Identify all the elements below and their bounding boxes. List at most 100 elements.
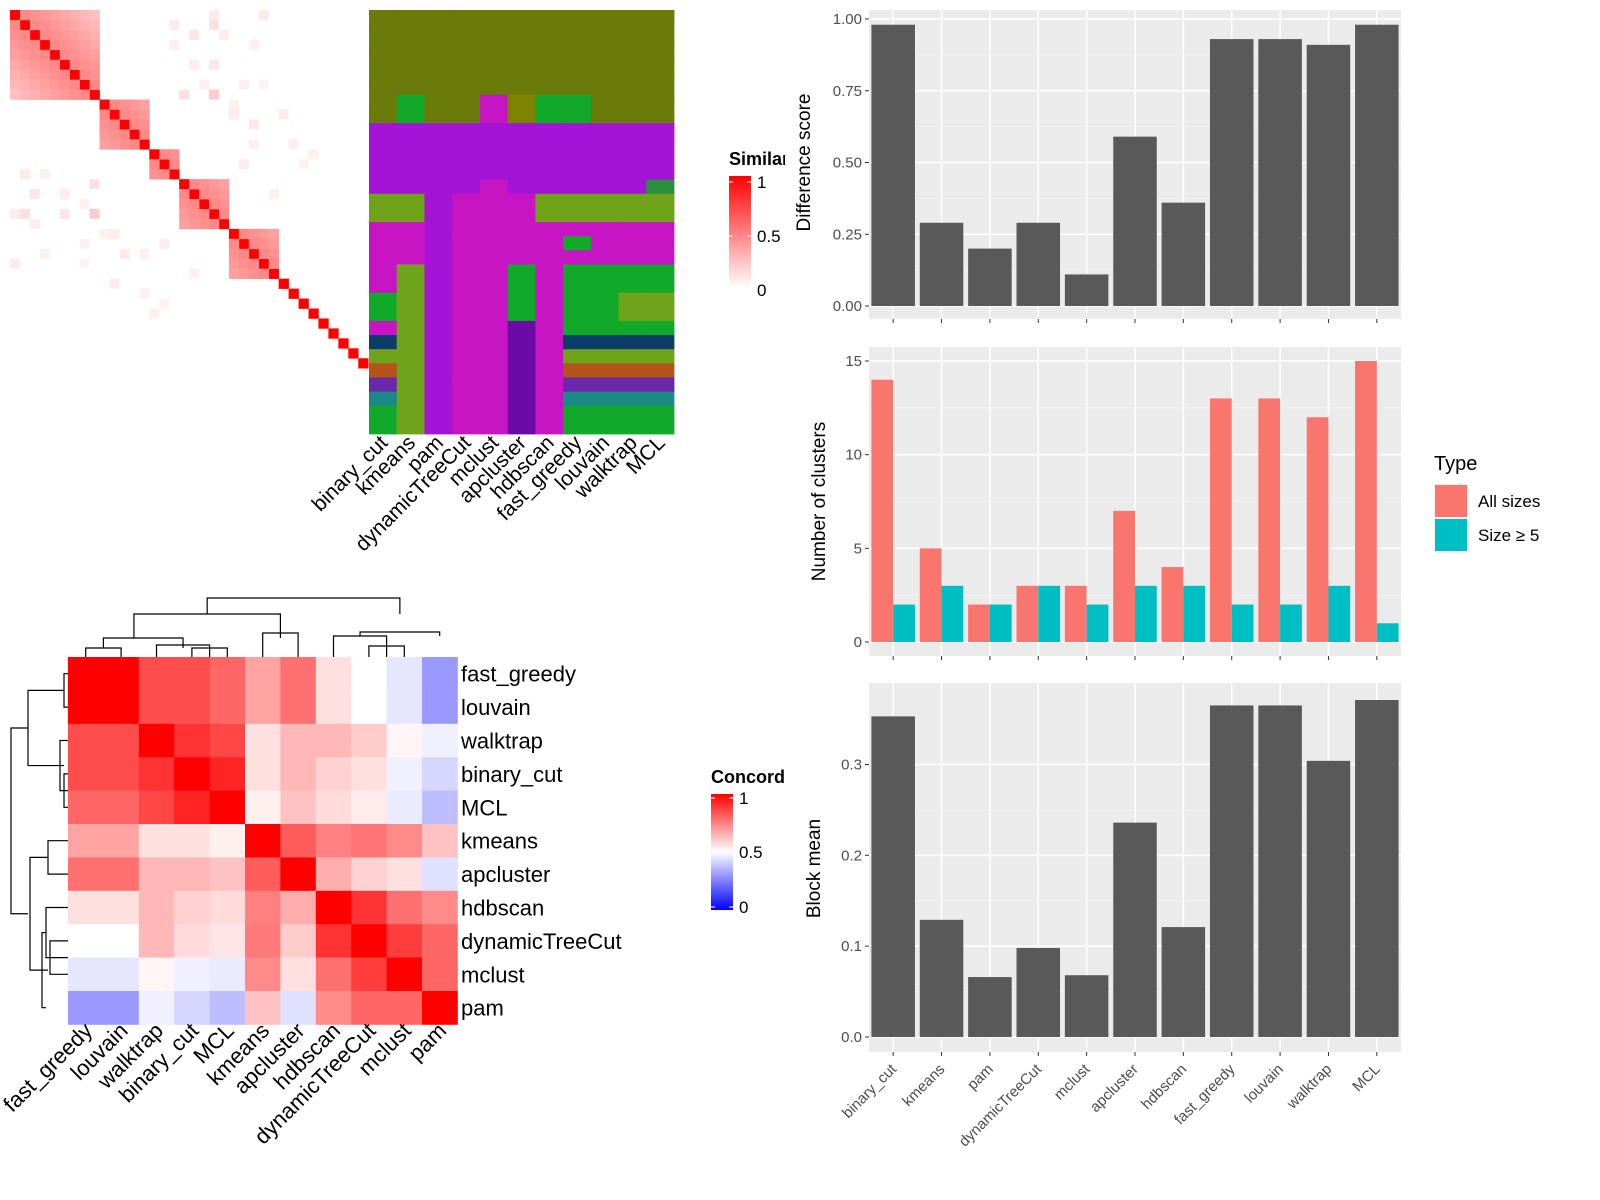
bar-size-ge-5 xyxy=(1038,585,1061,642)
similarity-block-cell xyxy=(79,59,90,70)
assignment-cell xyxy=(563,320,592,336)
concordance-cell xyxy=(351,723,387,758)
similarity-diagonal-cell xyxy=(119,119,130,130)
assignment-cell xyxy=(396,193,425,209)
assignment-cell xyxy=(618,179,647,195)
concordance-cell xyxy=(422,824,458,858)
similarity-block-cell xyxy=(139,119,150,130)
similarity-block-cell xyxy=(39,59,51,70)
similarity-block-cell xyxy=(199,179,210,190)
similarity-noise-cell xyxy=(19,169,30,180)
assignment-cell xyxy=(646,52,675,67)
bar-all-sizes xyxy=(871,379,894,642)
similarity-block-cell xyxy=(59,49,70,61)
concordance-cell xyxy=(386,890,423,925)
similarity-block-cell xyxy=(69,10,80,21)
similarity-block-cell xyxy=(69,89,80,100)
assignment-cell xyxy=(396,405,425,421)
concordance-cell xyxy=(386,857,423,892)
similarity-block-cell xyxy=(139,99,150,110)
assignment-cell xyxy=(452,193,481,209)
similarity-block-cell xyxy=(49,69,61,80)
assignment-cell xyxy=(563,179,592,195)
similarity-block-cell xyxy=(218,179,230,190)
concordance-cell xyxy=(68,757,104,791)
assignment-cell xyxy=(618,108,647,124)
assignment-cell xyxy=(424,278,453,294)
concordance-cell xyxy=(315,991,352,1025)
similarity-block-cell xyxy=(19,29,31,41)
assignment-cell xyxy=(452,306,481,322)
assignment-cell xyxy=(507,419,536,435)
y-tick-label: 0.0 xyxy=(841,1029,862,1046)
assignment-cell xyxy=(424,236,453,251)
assignment-cell xyxy=(479,335,509,350)
assignment-cell xyxy=(646,137,675,152)
assignment-cell xyxy=(646,151,675,166)
concordance-cell xyxy=(315,790,352,825)
assignment-cell xyxy=(396,377,425,392)
y-axis-title: Block mean xyxy=(804,819,825,918)
bar-all-sizes xyxy=(1258,398,1281,642)
concordance-cell xyxy=(351,790,387,825)
bar-size-ge-5 xyxy=(1183,585,1206,642)
concordance-cell xyxy=(174,957,210,992)
similarity-noise-cell xyxy=(79,238,90,249)
similarity-diagonal-cell xyxy=(238,238,250,250)
assignment-cell xyxy=(646,38,675,53)
assignment-cell xyxy=(452,52,481,67)
assignment-cell xyxy=(590,10,619,25)
concordance-cell xyxy=(280,790,317,825)
assignment-cell xyxy=(507,264,536,279)
assignment-cell xyxy=(424,222,453,237)
assignment-cell xyxy=(369,179,398,195)
assignment-cell xyxy=(479,137,509,152)
concordance-cell xyxy=(422,723,458,758)
assignment-cell xyxy=(479,10,509,25)
concordance-cell xyxy=(174,757,210,791)
assignment-cell xyxy=(396,52,425,67)
assignment-cell xyxy=(479,292,509,308)
assignment-cell xyxy=(618,193,647,209)
similarity-noise-cell xyxy=(149,308,160,319)
bar xyxy=(1355,700,1399,1037)
assignment-cell xyxy=(535,94,564,110)
bar-all-sizes xyxy=(1306,417,1329,642)
bar-size-ge-5 xyxy=(1135,585,1157,642)
assignment-cell xyxy=(646,94,675,110)
y-tick-label: 0.1 xyxy=(841,938,862,955)
assignment-cell xyxy=(452,222,481,237)
similarity-block-cell xyxy=(29,79,41,90)
assignment-cell xyxy=(369,264,398,279)
assignment-cell xyxy=(590,24,619,39)
assignment-cell xyxy=(507,377,536,392)
assignment-cell xyxy=(396,24,425,39)
concordance-cell xyxy=(386,957,423,992)
similarity-noise-cell xyxy=(89,179,100,190)
similarity-noise-cell xyxy=(248,139,259,150)
y-tick-label: 15 xyxy=(845,353,862,370)
concordance-cell xyxy=(209,857,246,892)
similarity-block-cell xyxy=(29,59,41,70)
similarity-block-cell xyxy=(199,189,210,200)
concordance-cell xyxy=(422,757,458,791)
assignment-cell xyxy=(590,335,619,350)
assignment-cell xyxy=(590,207,619,223)
legend-label: Size ≥ 5 xyxy=(1478,526,1539,545)
similarity-diagonal-cell xyxy=(69,69,80,80)
bar xyxy=(919,919,964,1037)
similarity-block-cell xyxy=(248,238,260,250)
assignment-cell xyxy=(507,179,536,195)
assignment-cell xyxy=(479,349,509,364)
assignment-cell xyxy=(452,10,481,25)
similarity-noise-cell xyxy=(139,248,150,259)
similarity-block-cell xyxy=(268,228,279,240)
similarity-block-cell xyxy=(39,69,51,80)
bar xyxy=(1258,705,1302,1037)
concordance-cell xyxy=(174,824,210,858)
assignment-cell xyxy=(618,66,647,82)
similarity-legend: Similarity 1 0.5 0 xyxy=(729,149,785,300)
row-dendrogram-branch xyxy=(29,856,48,971)
